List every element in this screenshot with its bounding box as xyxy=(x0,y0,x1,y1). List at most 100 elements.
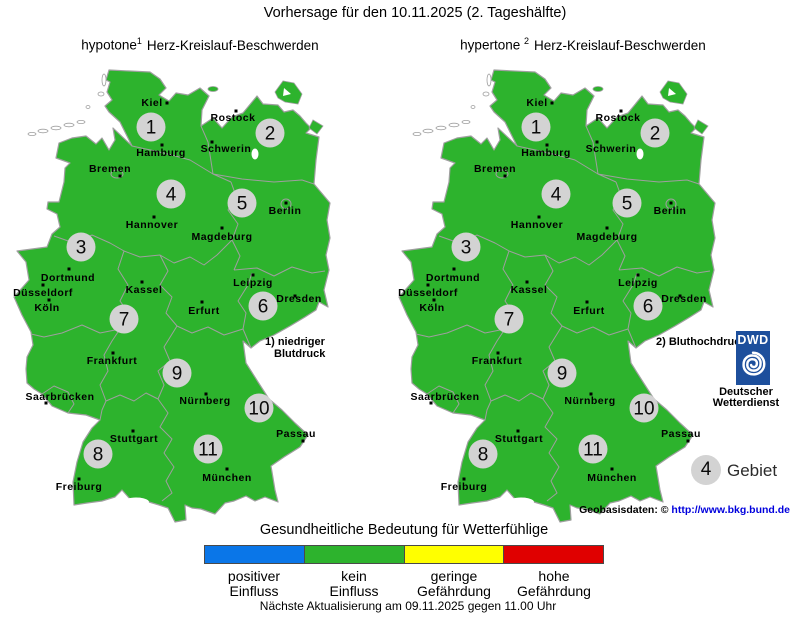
area-number-4: 4 xyxy=(166,185,177,206)
area-number-7: 7 xyxy=(504,310,515,331)
area-circle-4 xyxy=(156,179,186,209)
area-number-4: 4 xyxy=(551,185,562,206)
area-number-8: 8 xyxy=(93,445,104,466)
city-dot-Kassel xyxy=(525,280,529,284)
city-label-Kassel: Kassel xyxy=(511,284,548,296)
area-number-5: 5 xyxy=(622,194,633,215)
city-label-Magdeburg: Magdeburg xyxy=(576,231,637,243)
area-circle-2 xyxy=(255,118,285,148)
city-dot-Erfurt xyxy=(585,300,589,304)
legend-seg-none xyxy=(304,546,405,563)
city-dot-Bremen xyxy=(503,174,507,178)
city-dot-Hamburg xyxy=(160,143,164,147)
area-number-5: 5 xyxy=(237,194,248,215)
city-label-Erfurt: Erfurt xyxy=(188,305,220,317)
city-label-Rostock: Rostock xyxy=(211,112,256,124)
area-circle-4 xyxy=(541,179,571,209)
city-label-Rostock: Rostock xyxy=(596,112,641,124)
legend-seg-positive xyxy=(205,546,305,563)
city-dot-Rostock xyxy=(619,109,623,113)
city-dot-Dortmund xyxy=(67,267,71,271)
city-dot-Stuttgart xyxy=(131,429,135,433)
area-circle-9 xyxy=(162,358,192,388)
city-dot-Hannover xyxy=(152,215,156,219)
city-label-Kiel: Kiel xyxy=(141,97,162,109)
city-dot-Dresden xyxy=(293,294,297,298)
city-label-Stuttgart: Stuttgart xyxy=(495,433,543,445)
area-circle-9 xyxy=(547,358,577,388)
city-label-Frankfurt: Frankfurt xyxy=(472,355,523,367)
city-dot-Kiel xyxy=(550,101,554,105)
city-dot-Passau xyxy=(686,439,690,443)
city-label-Hannover: Hannover xyxy=(126,219,178,231)
city-dot-Kiel xyxy=(165,101,169,105)
left-map-title-word: hypotone xyxy=(81,37,137,53)
footnote-high-blood-pressure: 2) Bluthochdruck xyxy=(656,336,747,348)
legend-label-positive: positiver Einfluss xyxy=(227,568,281,599)
area-circle-3 xyxy=(451,232,481,262)
legend-seg-low xyxy=(404,546,505,563)
area-number-1: 1 xyxy=(146,118,157,139)
area-circle-8 xyxy=(83,439,113,469)
city-label-München: München xyxy=(587,472,637,484)
legend-label-low: geringe Gefährdung xyxy=(417,568,491,599)
city-label-Hamburg: Hamburg xyxy=(521,147,571,159)
city-dot-München xyxy=(610,467,614,471)
city-label-Dortmund: Dortmund xyxy=(426,272,480,284)
city-dot-Frankfurt xyxy=(111,351,115,355)
area-number-3: 3 xyxy=(461,238,472,259)
legend-label-none: kein Einfluss xyxy=(329,568,379,599)
city-dot-Schwerin xyxy=(595,140,599,144)
city-dot-Erfurt xyxy=(200,300,204,304)
city-label-Saarbrücken: Saarbrücken xyxy=(410,391,479,403)
area-circle-1 xyxy=(521,112,551,142)
page-footer: Nächste Aktualisierung am 09.11.2025 geg… xyxy=(259,599,557,613)
city-label-Leipzig: Leipzig xyxy=(618,277,658,289)
dwd-logo: DWD xyxy=(736,331,770,385)
right-map-title: hypertone 2 Herz-Kreislauf-Beschwerden xyxy=(423,36,743,53)
legend-labels: positiver Einfluss kein Einfluss geringe… xyxy=(204,569,604,599)
city-label-Stuttgart: Stuttgart xyxy=(110,433,158,445)
city-label-Nürnberg: Nürnberg xyxy=(179,395,230,407)
area-circle-5 xyxy=(612,188,642,218)
city-dot-Magdeburg xyxy=(220,226,224,230)
city-dot-Dortmund xyxy=(452,267,456,271)
area-circle-11 xyxy=(193,434,223,464)
area-sample-circle: 4 xyxy=(691,455,721,485)
city-dot-Leipzig xyxy=(251,273,255,277)
city-dot-Schwerin xyxy=(210,140,214,144)
city-label-Düsseldorf: Düsseldorf xyxy=(13,287,73,299)
area-circle-3 xyxy=(66,232,96,262)
area-circle-6 xyxy=(633,291,663,321)
city-dot-Köln xyxy=(432,298,436,302)
area-number-6: 6 xyxy=(258,297,269,318)
city-dot-Düsseldorf xyxy=(426,283,430,287)
area-circle-10 xyxy=(629,393,659,423)
area-number-11: 11 xyxy=(198,440,218,461)
city-label-Freiburg: Freiburg xyxy=(441,481,488,493)
city-dot-Nürnberg xyxy=(589,392,593,396)
area-number-9: 9 xyxy=(557,364,568,385)
city-dot-Saarbrücken xyxy=(429,401,433,405)
legend-label-high: hohe Gefährdung xyxy=(517,568,591,599)
city-label-Bremen: Bremen xyxy=(474,163,516,175)
legend-color-bar xyxy=(204,545,604,564)
bkg-link[interactable]: http://www.bkg.bund.de xyxy=(671,504,790,516)
page-title: Vorhersage für den 10.11.2025 (2. Tagesh… xyxy=(263,5,567,21)
area-number-1: 1 xyxy=(531,118,542,139)
legend-seg-high xyxy=(504,546,603,563)
city-dot-Leipzig xyxy=(636,273,640,277)
city-label-Berlin: Berlin xyxy=(654,205,687,217)
city-label-Düsseldorf: Düsseldorf xyxy=(398,287,458,299)
city-label-Berlin: Berlin xyxy=(269,205,302,217)
city-dot-Düsseldorf xyxy=(41,283,45,287)
area-circle-7 xyxy=(109,304,139,334)
area-number-6: 6 xyxy=(643,297,654,318)
footnote-low-blood-pressure: 1) niedriger Blutdruck xyxy=(265,336,326,360)
dwd-spiral-icon xyxy=(742,351,766,376)
left-map-title-rest: Herz-Kreislauf-Beschwerden xyxy=(146,37,319,53)
city-label-Hamburg: Hamburg xyxy=(136,147,186,159)
city-label-Schwerin: Schwerin xyxy=(586,143,637,155)
area-number-8: 8 xyxy=(478,445,489,466)
area-circle-10 xyxy=(244,393,274,423)
